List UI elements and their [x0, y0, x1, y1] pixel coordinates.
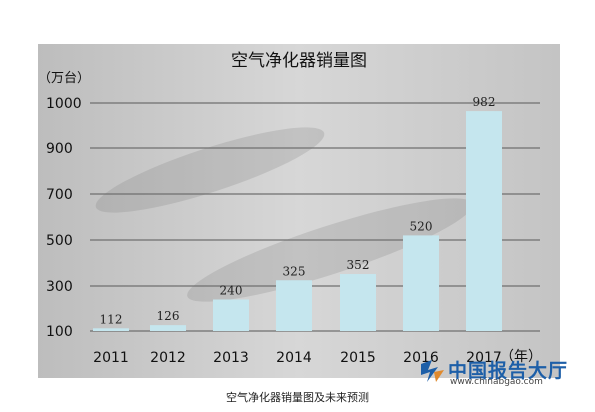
- data-label: 240: [220, 284, 243, 298]
- bar: [150, 325, 186, 331]
- bar: [213, 299, 249, 331]
- x-axis-unit-label: （年）: [500, 349, 542, 365]
- y-tick-label: 300: [46, 279, 73, 295]
- site-logo: 中国报告大厅 www.chinabgao.com: [418, 356, 588, 390]
- y-tick-label: 100: [46, 324, 73, 340]
- bar: [93, 328, 129, 331]
- y-tick-label: 700: [46, 187, 73, 203]
- bar: [340, 274, 376, 331]
- data-label: 520: [410, 219, 433, 233]
- bar: [403, 235, 439, 331]
- logo-mark-icon: [421, 360, 444, 382]
- bars: [93, 111, 502, 331]
- data-label: 325: [283, 264, 306, 278]
- x-tick-label: 2013: [213, 350, 249, 366]
- y-tick-label: 1000: [46, 96, 82, 112]
- y-tick-label: 900: [46, 141, 73, 157]
- bar: [466, 111, 502, 331]
- chart-title: 空气净化器销量图: [231, 51, 367, 71]
- figure-caption: 空气净化器销量图及未来预测: [226, 391, 369, 404]
- watermark: [95, 127, 473, 302]
- logo-url: www.chinabgao.com: [450, 377, 543, 387]
- data-label: 112: [100, 312, 123, 326]
- grid-lines: [90, 102, 540, 332]
- x-tick-label: 2015: [340, 350, 376, 366]
- data-label: 126: [157, 309, 180, 323]
- data-labels: 112 126 240 325 352 520 982: [100, 95, 496, 326]
- x-tick-label: 2017: [466, 350, 502, 366]
- x-tick-label: 2012: [150, 350, 186, 366]
- y-axis-unit-label: （万台）: [38, 71, 90, 86]
- y-tick-label: 500: [46, 233, 73, 249]
- data-label: 982: [473, 95, 496, 109]
- data-label: 352: [347, 258, 370, 272]
- bar: [276, 280, 312, 331]
- x-tick-label: 2011: [93, 350, 129, 366]
- logo-name: 中国报告大厅: [448, 360, 569, 382]
- x-tick-label: 2014: [276, 350, 312, 366]
- y-tick-labels: 100 300 500 700 900 1000: [46, 96, 82, 340]
